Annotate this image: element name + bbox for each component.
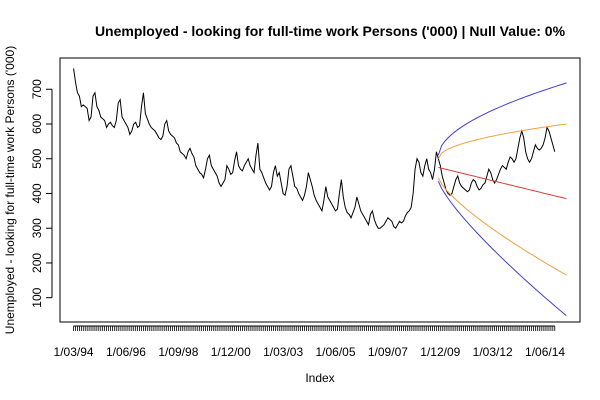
x-tick-label: 1/03/03 [263,345,303,359]
chart-title: Unemployed - looking for full-time work … [95,23,566,39]
x-axis-label: Index [305,371,334,385]
y-tick-label: 500 [30,148,44,168]
x-tick-label: 1/06/05 [315,345,355,359]
x-tick-label: 1/03/12 [473,345,513,359]
series-layer [73,68,556,229]
y-axis: 100 200 300 400 500 600 700 [30,79,53,308]
forecast-layer [437,82,567,317]
series-line [73,68,556,229]
x-tick-label: 1/06/14 [525,345,565,359]
x-tick-label: 1/09/98 [158,345,198,359]
forecast-inner-lower-line [437,177,567,276]
plot-frame [59,57,581,323]
forecast-outer-upper-line [437,82,567,156]
y-axis-label: Unemployed - looking for full-time work … [3,46,17,334]
y-tick-label: 600 [30,114,44,134]
x-tick-label: 1/12/00 [211,345,251,359]
forecast-inner-upper-line [437,123,567,159]
x-axis: 1/03/94 1/06/96 1/09/98 1/12/00 1/03/03 1/06/… [54,325,565,359]
forecast-mean-line [438,166,567,200]
x-tick-label: 1/06/96 [106,345,146,359]
x-tick-label: 1/12/09 [420,345,460,359]
y-tick-label: 700 [30,79,44,99]
x-tick-label: 1/09/07 [368,345,408,359]
x-tick-label: 1/03/94 [54,345,94,359]
forecast-outer-lower-line [437,181,567,317]
y-tick-label: 300 [30,218,44,238]
y-tick-label: 200 [30,253,44,273]
y-tick-label: 400 [30,183,44,203]
y-tick-label: 100 [30,287,44,307]
